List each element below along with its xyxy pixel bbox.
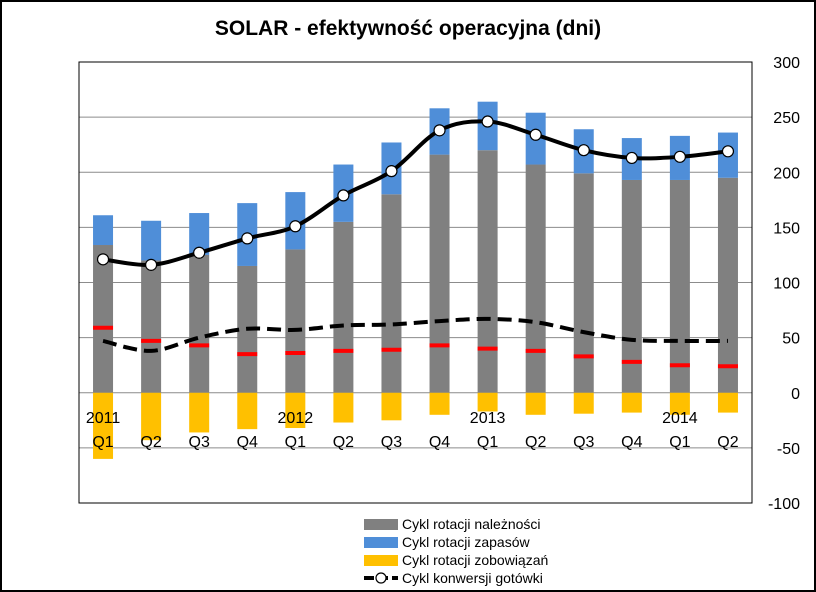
quarter-label: Q3 bbox=[381, 434, 402, 451]
point-marker bbox=[529, 128, 542, 141]
dashed-series-line bbox=[102, 316, 728, 353]
point-marker bbox=[625, 151, 638, 165]
bar-payables bbox=[237, 392, 258, 430]
legend-swatch bbox=[364, 537, 398, 548]
y-tick-label: 0 bbox=[791, 386, 800, 403]
quarter-label: Q1 bbox=[92, 434, 113, 451]
quarter-label: Q4 bbox=[621, 434, 642, 451]
bar-receivables bbox=[573, 173, 594, 393]
quarter-label: Q4 bbox=[429, 434, 450, 451]
legend-label: Cykl konwersji gotówki bbox=[402, 570, 543, 586]
bar-payables bbox=[285, 392, 306, 429]
bar-payables bbox=[333, 392, 354, 423]
grid-layer bbox=[79, 61, 752, 504]
y-tick-label: -50 bbox=[777, 441, 800, 458]
bar-receivables bbox=[429, 154, 450, 393]
axis-label-layer: 300 250 200 150 100 50 0 -50 -100 2011 2012 2013 201… bbox=[86, 55, 800, 513]
marker-layer bbox=[93, 115, 738, 369]
chart-title: SOLAR - efektywność operacyjna (dni) bbox=[215, 17, 601, 40]
bar-receivables bbox=[717, 177, 738, 393]
legend-swatch bbox=[364, 519, 398, 530]
legend-label: Cykl rotacji zapasów bbox=[402, 534, 530, 550]
year-label: 2012 bbox=[278, 410, 314, 427]
quarter-label: Q3 bbox=[189, 434, 210, 451]
point-marker bbox=[673, 150, 686, 163]
y-tick-label: 200 bbox=[773, 165, 800, 182]
quarter-label: Q2 bbox=[525, 434, 546, 451]
point-marker bbox=[145, 258, 158, 271]
legend-label: Cykl rotacji zobowiązań bbox=[402, 552, 548, 568]
y-tick-label: 50 bbox=[782, 331, 800, 348]
plot-area-border bbox=[78, 61, 753, 504]
y-tick-label: 150 bbox=[773, 220, 800, 237]
bar-receivables bbox=[333, 221, 354, 393]
legend-label: Cykl rotacji należności bbox=[402, 516, 541, 532]
bar-payables bbox=[477, 392, 498, 412]
quarter-label: Q1 bbox=[669, 434, 690, 451]
bar-payables bbox=[381, 392, 402, 421]
bar-receivables bbox=[189, 254, 210, 393]
bar-receivables bbox=[525, 164, 546, 393]
bar-payables bbox=[621, 392, 642, 413]
quarter-label: Q1 bbox=[477, 434, 498, 451]
point-marker bbox=[481, 115, 494, 128]
quarter-label: Q3 bbox=[573, 434, 594, 451]
year-label: 2014 bbox=[662, 410, 698, 427]
bar-receivables bbox=[381, 194, 402, 393]
point-marker bbox=[241, 232, 254, 245]
y-tick-label: 300 bbox=[773, 55, 800, 72]
bar-receivables bbox=[93, 245, 114, 393]
quarter-label: Q1 bbox=[285, 434, 306, 451]
bar-payables bbox=[141, 392, 162, 441]
quarter-label: Q2 bbox=[333, 434, 354, 451]
bar-layer bbox=[93, 101, 738, 459]
point-marker bbox=[721, 145, 735, 158]
quarter-label: Q2 bbox=[717, 434, 738, 451]
bar-payables bbox=[525, 392, 546, 415]
point-marker bbox=[289, 220, 302, 233]
bar-receivables bbox=[141, 260, 162, 393]
bar-payables bbox=[429, 392, 450, 415]
bar-payables bbox=[573, 392, 594, 414]
point-marker bbox=[577, 144, 590, 157]
quarter-label: Q2 bbox=[140, 434, 161, 451]
legend-swatch-marker bbox=[375, 572, 387, 584]
bar-inventory bbox=[189, 213, 210, 255]
bar-payables bbox=[717, 392, 738, 413]
bar-receivables bbox=[477, 150, 498, 393]
bar-inventory bbox=[141, 220, 162, 261]
bar-payables bbox=[669, 392, 690, 415]
bar-receivables bbox=[669, 179, 690, 393]
y-tick-label: 100 bbox=[773, 276, 800, 293]
point-marker bbox=[337, 189, 350, 202]
year-label: 2011 bbox=[86, 410, 121, 427]
bar-payables bbox=[93, 392, 114, 459]
bar-receivables bbox=[285, 249, 306, 393]
point-marker bbox=[193, 246, 206, 259]
point-marker bbox=[433, 124, 446, 137]
legend-layer: Cykl rotacji należności Cykl rotacji zapa… bbox=[364, 516, 548, 586]
quarter-label: Q4 bbox=[237, 434, 258, 451]
legend-swatch bbox=[364, 555, 398, 566]
y-tick-label: 250 bbox=[773, 110, 800, 127]
y-tick-label: -100 bbox=[768, 496, 800, 513]
bar-inventory bbox=[93, 215, 114, 246]
bar-payables bbox=[189, 392, 210, 433]
point-marker bbox=[385, 165, 398, 178]
point-marker bbox=[96, 253, 110, 266]
year-label: 2013 bbox=[470, 410, 506, 427]
